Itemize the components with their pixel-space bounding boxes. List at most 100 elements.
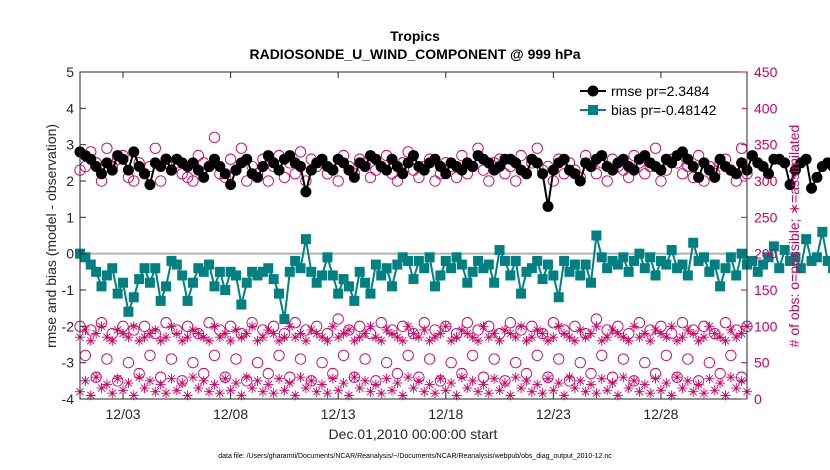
rmse-point bbox=[408, 150, 419, 162]
assimilated_obs_lower-marker bbox=[306, 375, 317, 386]
assimilated_obs_upper-marker bbox=[467, 332, 478, 343]
x-tick-label: 12/23 bbox=[536, 406, 571, 422]
bias-point bbox=[591, 230, 602, 241]
assimilated_obs_upper-marker bbox=[187, 324, 198, 335]
assimilated_obs_lower-marker bbox=[720, 390, 731, 401]
rmse-point bbox=[252, 171, 264, 183]
assimilated_obs_lower-marker bbox=[311, 386, 322, 397]
assimilated_obs_upper-marker bbox=[241, 328, 252, 339]
rmse-point bbox=[144, 179, 156, 191]
legend-rmse-marker bbox=[587, 85, 599, 97]
bias-point bbox=[693, 255, 704, 266]
assimilated_obs_upper-marker bbox=[586, 328, 597, 339]
assimilated_obs_upper-marker bbox=[634, 332, 645, 343]
legend-bias-label: bias pr=-0.48142 bbox=[611, 102, 717, 118]
assimilated_obs_lower-marker bbox=[505, 390, 516, 401]
bias-point bbox=[257, 266, 268, 277]
possible_obs_upper-marker bbox=[590, 168, 603, 180]
bias-point bbox=[268, 274, 279, 285]
bias-point bbox=[526, 263, 537, 274]
assimilated_obs_upper-marker bbox=[322, 335, 333, 346]
assimilated_obs_upper-marker bbox=[704, 321, 715, 332]
bias-point bbox=[494, 245, 505, 256]
possible_obs_lower-marker bbox=[660, 349, 672, 362]
possible_obs_lower-marker bbox=[553, 353, 565, 365]
bias-point bbox=[306, 266, 317, 277]
assimilated_obs_upper-marker bbox=[715, 332, 726, 343]
assimilated_obs_lower-marker bbox=[693, 379, 704, 390]
assimilated_obs_upper-marker bbox=[499, 324, 510, 335]
rmse-point bbox=[693, 171, 705, 183]
assimilated_obs_upper-marker bbox=[408, 328, 419, 339]
assimilated_obs_upper-marker bbox=[537, 328, 548, 339]
assimilated_obs_upper-marker bbox=[155, 335, 166, 346]
possible_obs_upper-marker bbox=[531, 142, 543, 154]
assimilated_obs_upper-marker bbox=[392, 332, 403, 343]
assimilated_obs_lower-marker bbox=[494, 385, 505, 396]
assimilated_obs_upper-marker bbox=[672, 335, 683, 346]
assimilated_obs_lower-marker bbox=[150, 386, 161, 397]
possible_obs_lower-marker bbox=[101, 353, 113, 365]
assimilated_obs_lower-marker bbox=[672, 372, 683, 383]
assimilated_obs_lower-marker bbox=[386, 385, 397, 396]
assimilated_obs_lower-marker bbox=[381, 373, 392, 384]
assimilated_obs_upper-marker bbox=[607, 324, 618, 335]
assimilated_obs_upper-marker bbox=[311, 328, 322, 339]
assimilated_obs_lower-marker bbox=[655, 385, 666, 396]
bias-point bbox=[602, 263, 613, 274]
assimilated_obs_lower-marker bbox=[618, 372, 629, 383]
assimilated_obs_lower-marker bbox=[354, 383, 365, 394]
x-tick-label: 12/18 bbox=[428, 406, 463, 422]
bias-point bbox=[118, 277, 129, 288]
assimilated_obs_lower-marker bbox=[204, 386, 215, 397]
assimilated_obs_lower-marker bbox=[295, 372, 306, 383]
assimilated_obs_upper-marker bbox=[532, 324, 543, 335]
bias-point bbox=[596, 252, 607, 263]
possible_obs_lower-marker bbox=[531, 349, 543, 362]
assimilated_obs_upper-marker bbox=[338, 328, 349, 339]
possible_obs_lower-marker bbox=[504, 317, 516, 329]
assimilated_obs_lower-marker bbox=[123, 378, 134, 389]
assimilated_obs_lower-marker bbox=[569, 383, 580, 394]
bias-point bbox=[300, 234, 311, 245]
assimilated_obs_upper-marker bbox=[575, 324, 586, 335]
y2-tick-label: 200 bbox=[754, 246, 778, 262]
bias-point bbox=[91, 266, 102, 277]
assimilated_obs_lower-marker bbox=[349, 372, 360, 383]
possible_obs_lower-marker bbox=[445, 357, 457, 369]
possible_obs_upper-marker bbox=[413, 171, 425, 184]
possible_obs_upper-marker bbox=[429, 175, 441, 187]
rmse-point bbox=[128, 146, 140, 158]
bias-point bbox=[198, 266, 209, 277]
assimilated_obs_upper-marker bbox=[564, 332, 575, 343]
bias-point bbox=[779, 245, 790, 256]
bias-point bbox=[204, 259, 215, 270]
assimilated_obs_lower-marker bbox=[134, 372, 145, 383]
assimilated_obs_lower-marker bbox=[602, 385, 613, 396]
assimilated_obs_upper-marker bbox=[629, 321, 640, 332]
x-axis-label: Dec.01,2010 00:00:00 start bbox=[329, 426, 498, 442]
assimilated_obs_lower-marker bbox=[230, 378, 241, 389]
bias-point bbox=[731, 270, 742, 281]
possible_obs_upper-marker bbox=[224, 153, 237, 165]
assimilated_obs_upper-marker bbox=[473, 335, 484, 346]
assimilated_obs_lower-marker bbox=[596, 373, 607, 384]
assimilated_obs_lower-marker bbox=[483, 388, 494, 399]
bias-point bbox=[403, 255, 414, 266]
assimilated_obs_lower-marker bbox=[591, 388, 602, 399]
assimilated_obs_lower-marker bbox=[413, 375, 424, 386]
assimilated_obs_lower-marker bbox=[521, 375, 532, 386]
chart-subtitle: RADIOSONDE_U_WIND_COMPONENT @ 999 hPa bbox=[249, 46, 580, 62]
assimilated_obs_lower-marker bbox=[193, 383, 204, 394]
assimilated_obs_lower-marker bbox=[343, 390, 354, 401]
assimilated_obs_upper-marker bbox=[257, 332, 268, 343]
assimilated_obs_upper-marker bbox=[446, 335, 457, 346]
assimilated_obs_lower-marker bbox=[274, 373, 285, 384]
assimilated_obs_upper-marker bbox=[166, 321, 177, 332]
assimilated_obs_lower-marker bbox=[612, 390, 623, 401]
assimilated_obs_upper-marker bbox=[435, 328, 446, 339]
possible_obs_upper-marker bbox=[262, 175, 274, 187]
bias-point bbox=[682, 270, 693, 281]
assimilated_obs_lower-marker bbox=[338, 378, 349, 389]
rmse-point bbox=[763, 168, 775, 180]
